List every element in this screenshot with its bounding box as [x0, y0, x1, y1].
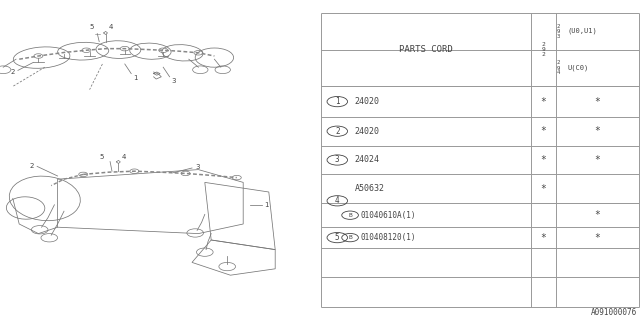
Text: 5: 5 [335, 233, 340, 242]
Text: B: B [348, 235, 352, 240]
Text: 2: 2 [335, 127, 340, 136]
Text: *: * [540, 233, 547, 243]
Text: *: * [594, 233, 600, 243]
Text: *: * [594, 126, 600, 136]
Text: *: * [594, 210, 600, 220]
Text: 24020: 24020 [355, 127, 380, 136]
Text: *: * [540, 97, 547, 107]
Text: PARTS CORD: PARTS CORD [399, 45, 453, 54]
Text: 2
9
4: 2 9 4 [557, 60, 560, 76]
Text: *: * [594, 155, 600, 165]
Text: 2
9
3: 2 9 3 [557, 24, 560, 39]
Text: 5: 5 [99, 154, 104, 160]
Text: 4: 4 [335, 196, 340, 205]
Text: 1: 1 [335, 97, 340, 106]
Text: 4: 4 [122, 154, 126, 160]
Text: 2: 2 [11, 69, 15, 75]
Text: *: * [540, 126, 547, 136]
Text: U(C0): U(C0) [567, 65, 588, 71]
Text: 24020: 24020 [355, 97, 380, 106]
Text: 1: 1 [133, 75, 138, 81]
Text: 24024: 24024 [355, 156, 380, 164]
Text: A091000076: A091000076 [591, 308, 637, 317]
Text: A50632: A50632 [355, 184, 385, 193]
Text: 2: 2 [29, 163, 34, 169]
Text: 01040610A(1): 01040610A(1) [361, 211, 417, 220]
Text: 2
9
2: 2 9 2 [541, 42, 545, 58]
Text: 3: 3 [172, 78, 176, 84]
Text: 4: 4 [109, 24, 113, 30]
Text: 3: 3 [195, 164, 200, 170]
Text: B: B [348, 213, 352, 218]
Text: *: * [540, 184, 547, 194]
Text: (U0,U1): (U0,U1) [567, 28, 596, 35]
Text: 010408120(1): 010408120(1) [361, 233, 417, 242]
Text: 5: 5 [90, 24, 94, 30]
Text: *: * [594, 97, 600, 107]
Text: *: * [540, 155, 547, 165]
Text: 3: 3 [335, 156, 340, 164]
Text: 1: 1 [264, 202, 269, 208]
